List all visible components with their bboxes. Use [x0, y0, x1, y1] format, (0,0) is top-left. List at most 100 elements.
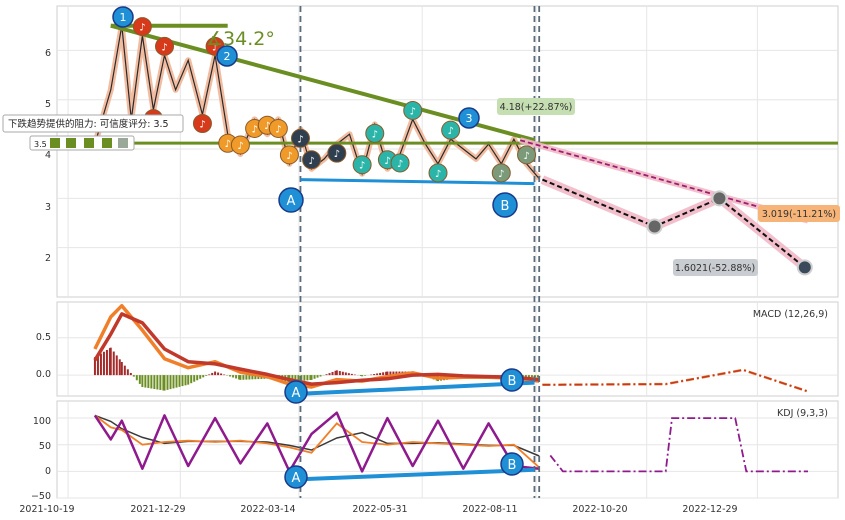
forecast-point: [796, 259, 813, 276]
kdj-point-a: A: [284, 465, 308, 489]
note-glyph-icon: ♪: [212, 42, 218, 53]
note-glyph-icon: ♪: [264, 121, 270, 132]
note-glyph-icon: ♪: [359, 161, 365, 172]
resistance-note-text: 下跌趋势提供的阻力: 可信度评分: 3.5: [8, 118, 169, 130]
macd-panel-label: MACD (12,26,9): [753, 309, 828, 320]
x-tick-label: 2022-05-31: [352, 504, 407, 515]
note-marker-icon: [132, 17, 152, 37]
note-glyph-icon: ♪: [237, 141, 243, 152]
kdj-point-b: B: [500, 452, 524, 476]
note-marker-icon: [302, 150, 322, 170]
note-marker-icon: [403, 100, 423, 120]
wave-badge-3: 3: [458, 107, 480, 129]
macd-panel: [56, 301, 839, 397]
note-marker-icon: [390, 153, 410, 173]
kdj-j-line: [93, 411, 540, 473]
x-tick-label: 2022-08-11: [462, 504, 517, 515]
x-tick-label: 2022-10-20: [572, 504, 627, 515]
y-tick-label: 2: [45, 253, 51, 264]
star-icon: [102, 138, 112, 148]
macd-y-axis: 0.5 0.0: [36, 332, 51, 380]
kdj-divergence-line: [300, 467, 535, 482]
grid-lines: [57, 6, 838, 499]
note-glyph-icon: ♪: [384, 156, 390, 167]
wave-badge-text: 2: [224, 50, 231, 63]
y-tick-label: −50: [31, 491, 51, 502]
x-tick-label: 2021-12-29: [130, 504, 185, 515]
x-axis: 2021-10-19 2021-12-29 2022-03-14 2022-05…: [19, 504, 737, 515]
price-point-b: B: [492, 192, 518, 218]
note-marker-icon: [327, 143, 347, 163]
point-label-text: A: [292, 471, 301, 486]
y-tick-label: 50: [39, 441, 51, 452]
note-glyph-icon: ♪: [225, 139, 231, 150]
price-y-axis: 6 5 4 3 2: [45, 48, 51, 264]
kdj-panel-label: KDJ (9,3,3): [777, 408, 828, 419]
note-glyph-icon: ♪: [308, 156, 314, 167]
macd-divergence-line: [300, 380, 535, 396]
note-glyph-icon: ♪: [372, 129, 378, 140]
point-label-text: B: [501, 199, 510, 214]
target-mid-text: 3.019(-11.21%): [762, 209, 836, 220]
y-tick-label: 3: [45, 202, 51, 213]
star-icon: [118, 138, 128, 148]
note-glyph-icon: ♪: [286, 151, 292, 162]
note-glyph-icon: ♪: [435, 169, 441, 180]
target-mid-label: 3.019(-11.21%): [758, 205, 840, 222]
wave-badge-1: 1: [112, 6, 134, 28]
note-glyph-icon: ♪: [161, 42, 167, 53]
note-marker-icon: [352, 155, 372, 175]
note-marker-icon: [290, 128, 310, 148]
note-glyph-icon: ♪: [297, 134, 303, 145]
note-marker-icon: [365, 123, 385, 143]
kdj-forecast-line: [549, 417, 808, 473]
note-glyph-icon: ♪: [334, 149, 340, 160]
kdj-y-axis: 100 50 0 −50: [31, 416, 51, 502]
rating-star-icons: [50, 138, 128, 148]
star-icon: [50, 138, 60, 148]
macd-forecast-line: [542, 369, 809, 393]
y-tick-label: 0.5: [36, 332, 51, 343]
price-point-a: A: [278, 187, 304, 213]
note-glyph-icon: ♪: [498, 169, 504, 180]
note-glyph-icon: ♪: [397, 159, 403, 170]
note-glyph-icon: ♪: [275, 124, 281, 135]
target-up-text: 4.18(+22.87%): [500, 102, 573, 113]
star-icon: [84, 138, 94, 148]
support-trendline: [300, 178, 535, 186]
target-low-text: 1.6021(-52.88%): [675, 263, 755, 274]
note-marker-icon: [155, 36, 175, 56]
point-label-text: A: [287, 194, 296, 209]
note-glyph-icon: ♪: [447, 126, 453, 137]
macd-point-b: B: [500, 368, 524, 392]
y-tick-label: 100: [33, 416, 51, 427]
trend-angle-label: ∡34.2°: [206, 28, 275, 50]
note-marker-icon: [517, 145, 537, 165]
note-glyph-icon: ♪: [199, 120, 205, 131]
y-tick-label: 0.0: [36, 369, 51, 380]
x-tick-label: 2022-12-29: [682, 504, 737, 515]
y-tick-label: 6: [45, 48, 51, 59]
star-icon: [66, 138, 76, 148]
macd-point-a: A: [284, 380, 308, 404]
wave-badge-text: 3: [466, 112, 473, 125]
wave-badge-2: 2: [216, 45, 238, 67]
forecast-point: [711, 190, 728, 207]
target-up-label: 4.18(+22.87%): [497, 98, 575, 115]
note-marker-icon: [491, 163, 511, 183]
x-tick-label: 2021-10-19: [19, 504, 74, 515]
note-marker-icon: [268, 118, 288, 138]
x-tick-label: 2022-03-14: [240, 504, 295, 515]
wave-badge-text: 1: [120, 11, 127, 24]
note-marker-icon: [428, 163, 448, 183]
point-label-text: B: [508, 458, 517, 473]
y-tick-label: 4: [45, 150, 51, 161]
note-marker-icon: [441, 120, 461, 140]
note-marker-icon: [279, 145, 299, 165]
point-label-text: B: [508, 374, 517, 389]
note-glyph-icon: ♪: [410, 106, 416, 117]
rating-value: 3.5: [34, 140, 47, 149]
note-marker-icon: [230, 135, 250, 155]
